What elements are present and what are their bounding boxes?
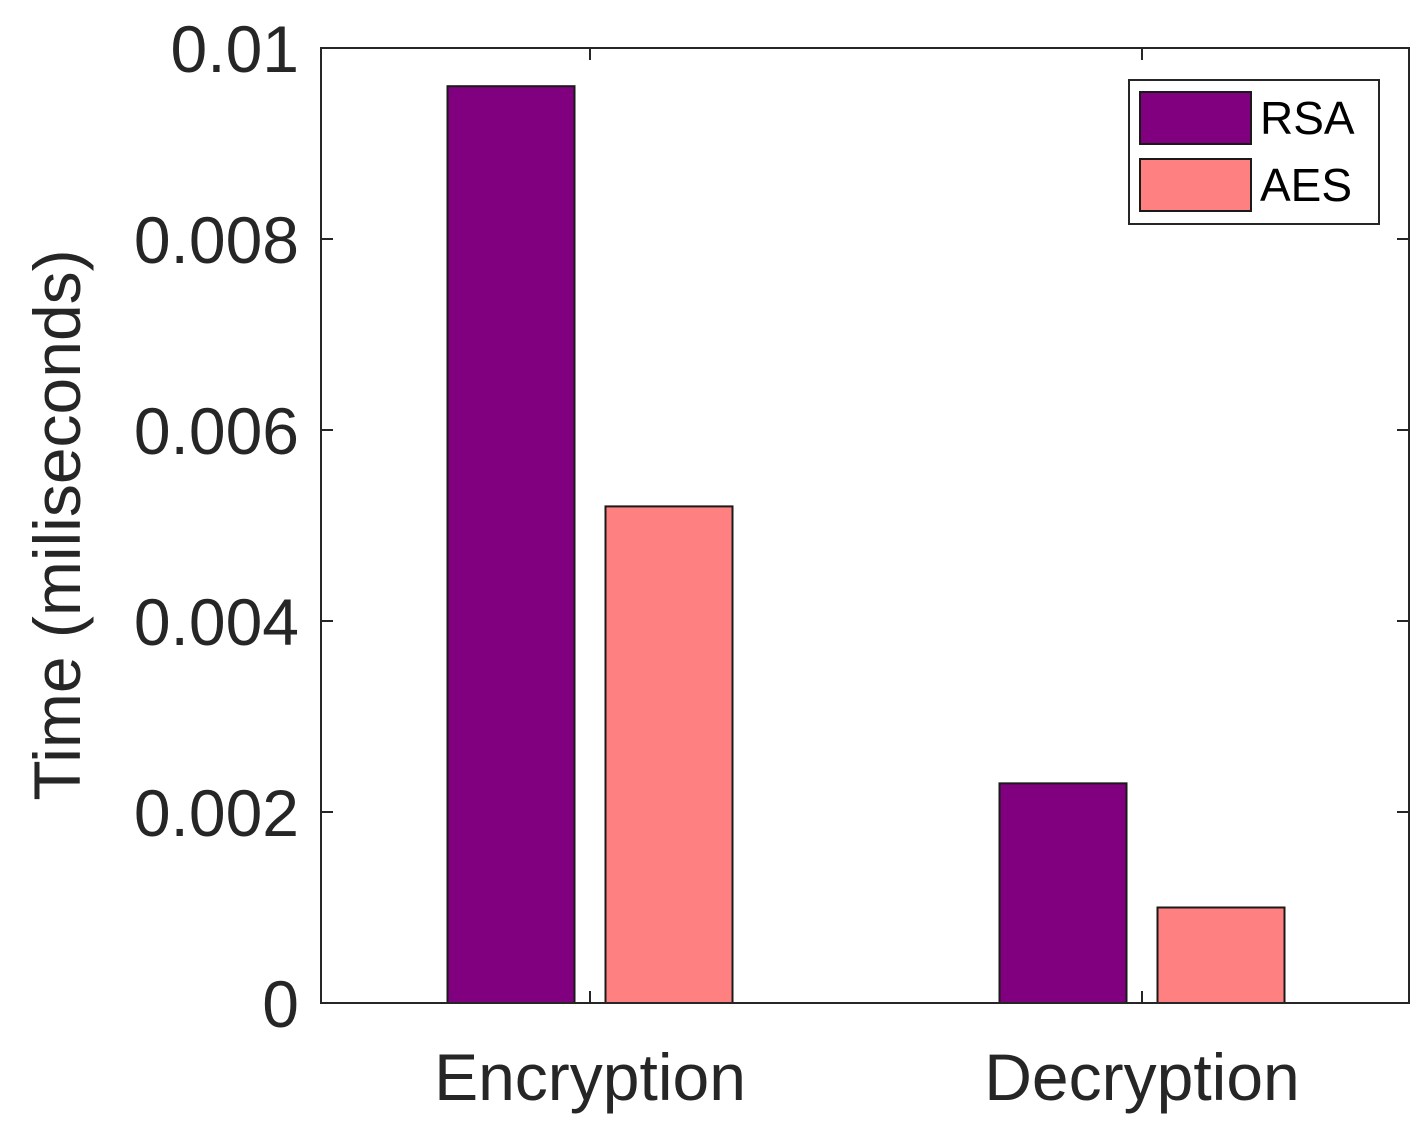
bars-layer	[446, 85, 1286, 1004]
legend-label-rsa: RSA	[1260, 92, 1355, 144]
y-tick-label: 0.01	[171, 12, 299, 86]
plot-frame	[320, 47, 1410, 1004]
legend-swatch-aes	[1139, 158, 1252, 212]
y-tick-label: 0.004	[134, 585, 299, 659]
y-tick-label: 0.002	[134, 776, 299, 850]
y-tick-label: 0	[262, 967, 299, 1041]
bar-rsa-encryption	[446, 85, 576, 1004]
x-tick-label-encryption: Encryption	[434, 1040, 746, 1114]
y-ticks: 0 0.002 0.004 0.006 0.008 0.01	[134, 12, 1409, 1041]
x-ticks: Encryption Decryption	[434, 48, 1300, 1114]
y-tick-label: 0.006	[134, 394, 299, 468]
y-axis-label: Time (miliseconds)	[20, 249, 94, 800]
bar-aes-decryption	[1156, 906, 1286, 1004]
bar-aes-encryption	[604, 505, 734, 1004]
axes-layer	[320, 47, 1410, 1004]
legend: RSA AES	[1128, 79, 1380, 225]
legend-swatch-rsa	[1139, 91, 1252, 145]
y-tick-label: 0.008	[134, 203, 299, 277]
legend-label-aes: AES	[1260, 159, 1352, 211]
x-tick-label-decryption: Decryption	[984, 1040, 1299, 1114]
bar-rsa-decryption	[998, 782, 1128, 1004]
